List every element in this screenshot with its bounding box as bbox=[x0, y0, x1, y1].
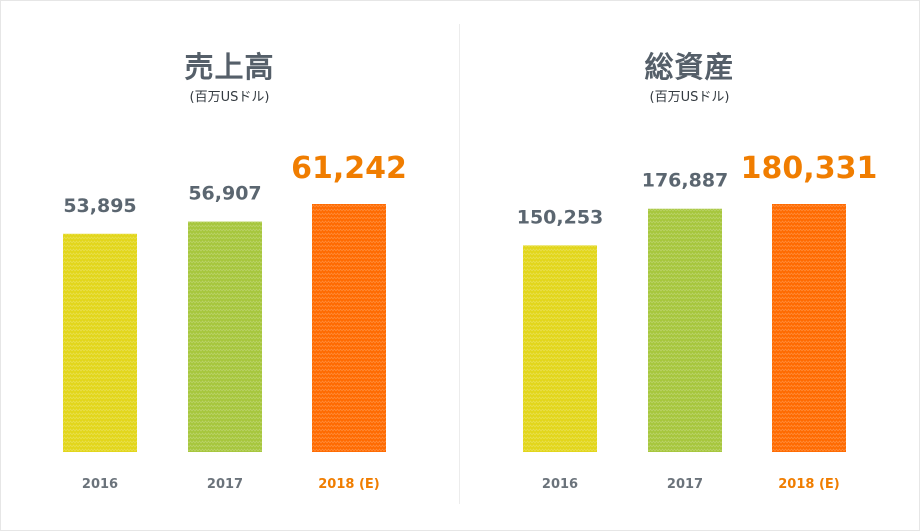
x-tick-label: 2017 bbox=[207, 477, 243, 492]
x-tick-label: 2018 (E) bbox=[318, 477, 379, 492]
total-assets-panel: 総資産 (百万USドル) 150,253 2016 176,887 2017 180,3… bbox=[460, 0, 919, 531]
revenue-panel: 売上高 (百万USドル) 53,895 2016 56,907 2017 61,242 2… bbox=[0, 0, 459, 531]
bar-value-label: 176,887 bbox=[642, 170, 729, 192]
bar-value-label: 180,331 bbox=[741, 151, 878, 186]
bar-value-label: 56,907 bbox=[188, 183, 261, 205]
x-tick-label: 2018 (E) bbox=[778, 477, 839, 492]
bar-2018-e bbox=[772, 204, 846, 452]
revenue-unit: (百万USドル) bbox=[189, 90, 270, 105]
bar-value-label: 53,895 bbox=[63, 195, 136, 217]
x-tick-label: 2017 bbox=[667, 477, 703, 492]
total-assets-chart: 150,253 2016 176,887 2017 180,331 2018 (E) bbox=[517, 151, 878, 492]
bar-2018-e bbox=[312, 204, 386, 452]
bar-2017 bbox=[648, 208, 722, 452]
bar-2016 bbox=[63, 233, 137, 452]
x-tick-label: 2016 bbox=[82, 477, 118, 492]
total-assets-unit: (百万USドル) bbox=[649, 90, 730, 105]
bar-value-label: 150,253 bbox=[517, 206, 604, 228]
bar-2017 bbox=[188, 221, 262, 452]
revenue-title: 売上高 bbox=[184, 50, 275, 84]
total-assets-title: 総資産 bbox=[644, 50, 735, 84]
bar-value-label: 61,242 bbox=[291, 151, 407, 186]
revenue-chart: 53,895 2016 56,907 2017 61,242 2018 (E) bbox=[63, 151, 407, 492]
panel-divider bbox=[459, 24, 460, 504]
bar-2016 bbox=[523, 245, 597, 452]
x-tick-label: 2016 bbox=[542, 477, 578, 492]
